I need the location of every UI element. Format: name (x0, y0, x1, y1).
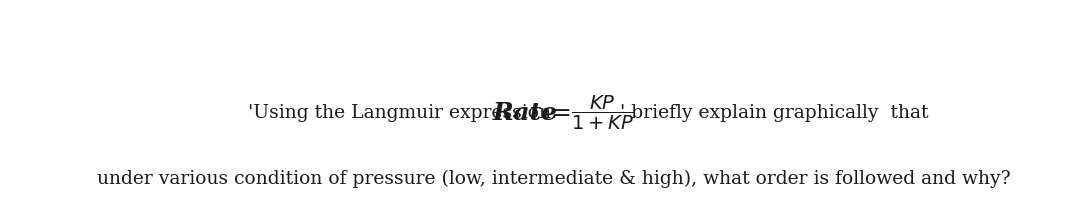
Text: 'Using the Langmuir expression:: 'Using the Langmuir expression: (248, 104, 563, 122)
Text: $\dfrac{KP}{1+KP}$: $\dfrac{KP}{1+KP}$ (571, 94, 634, 132)
Text: Rate: Rate (492, 101, 557, 125)
Text: under various condition of pressure (low, intermediate & high), what order is fo: under various condition of pressure (low… (97, 170, 1010, 188)
Text: =: = (542, 102, 580, 125)
Text: ' briefly explain graphically  that: ' briefly explain graphically that (620, 104, 929, 122)
